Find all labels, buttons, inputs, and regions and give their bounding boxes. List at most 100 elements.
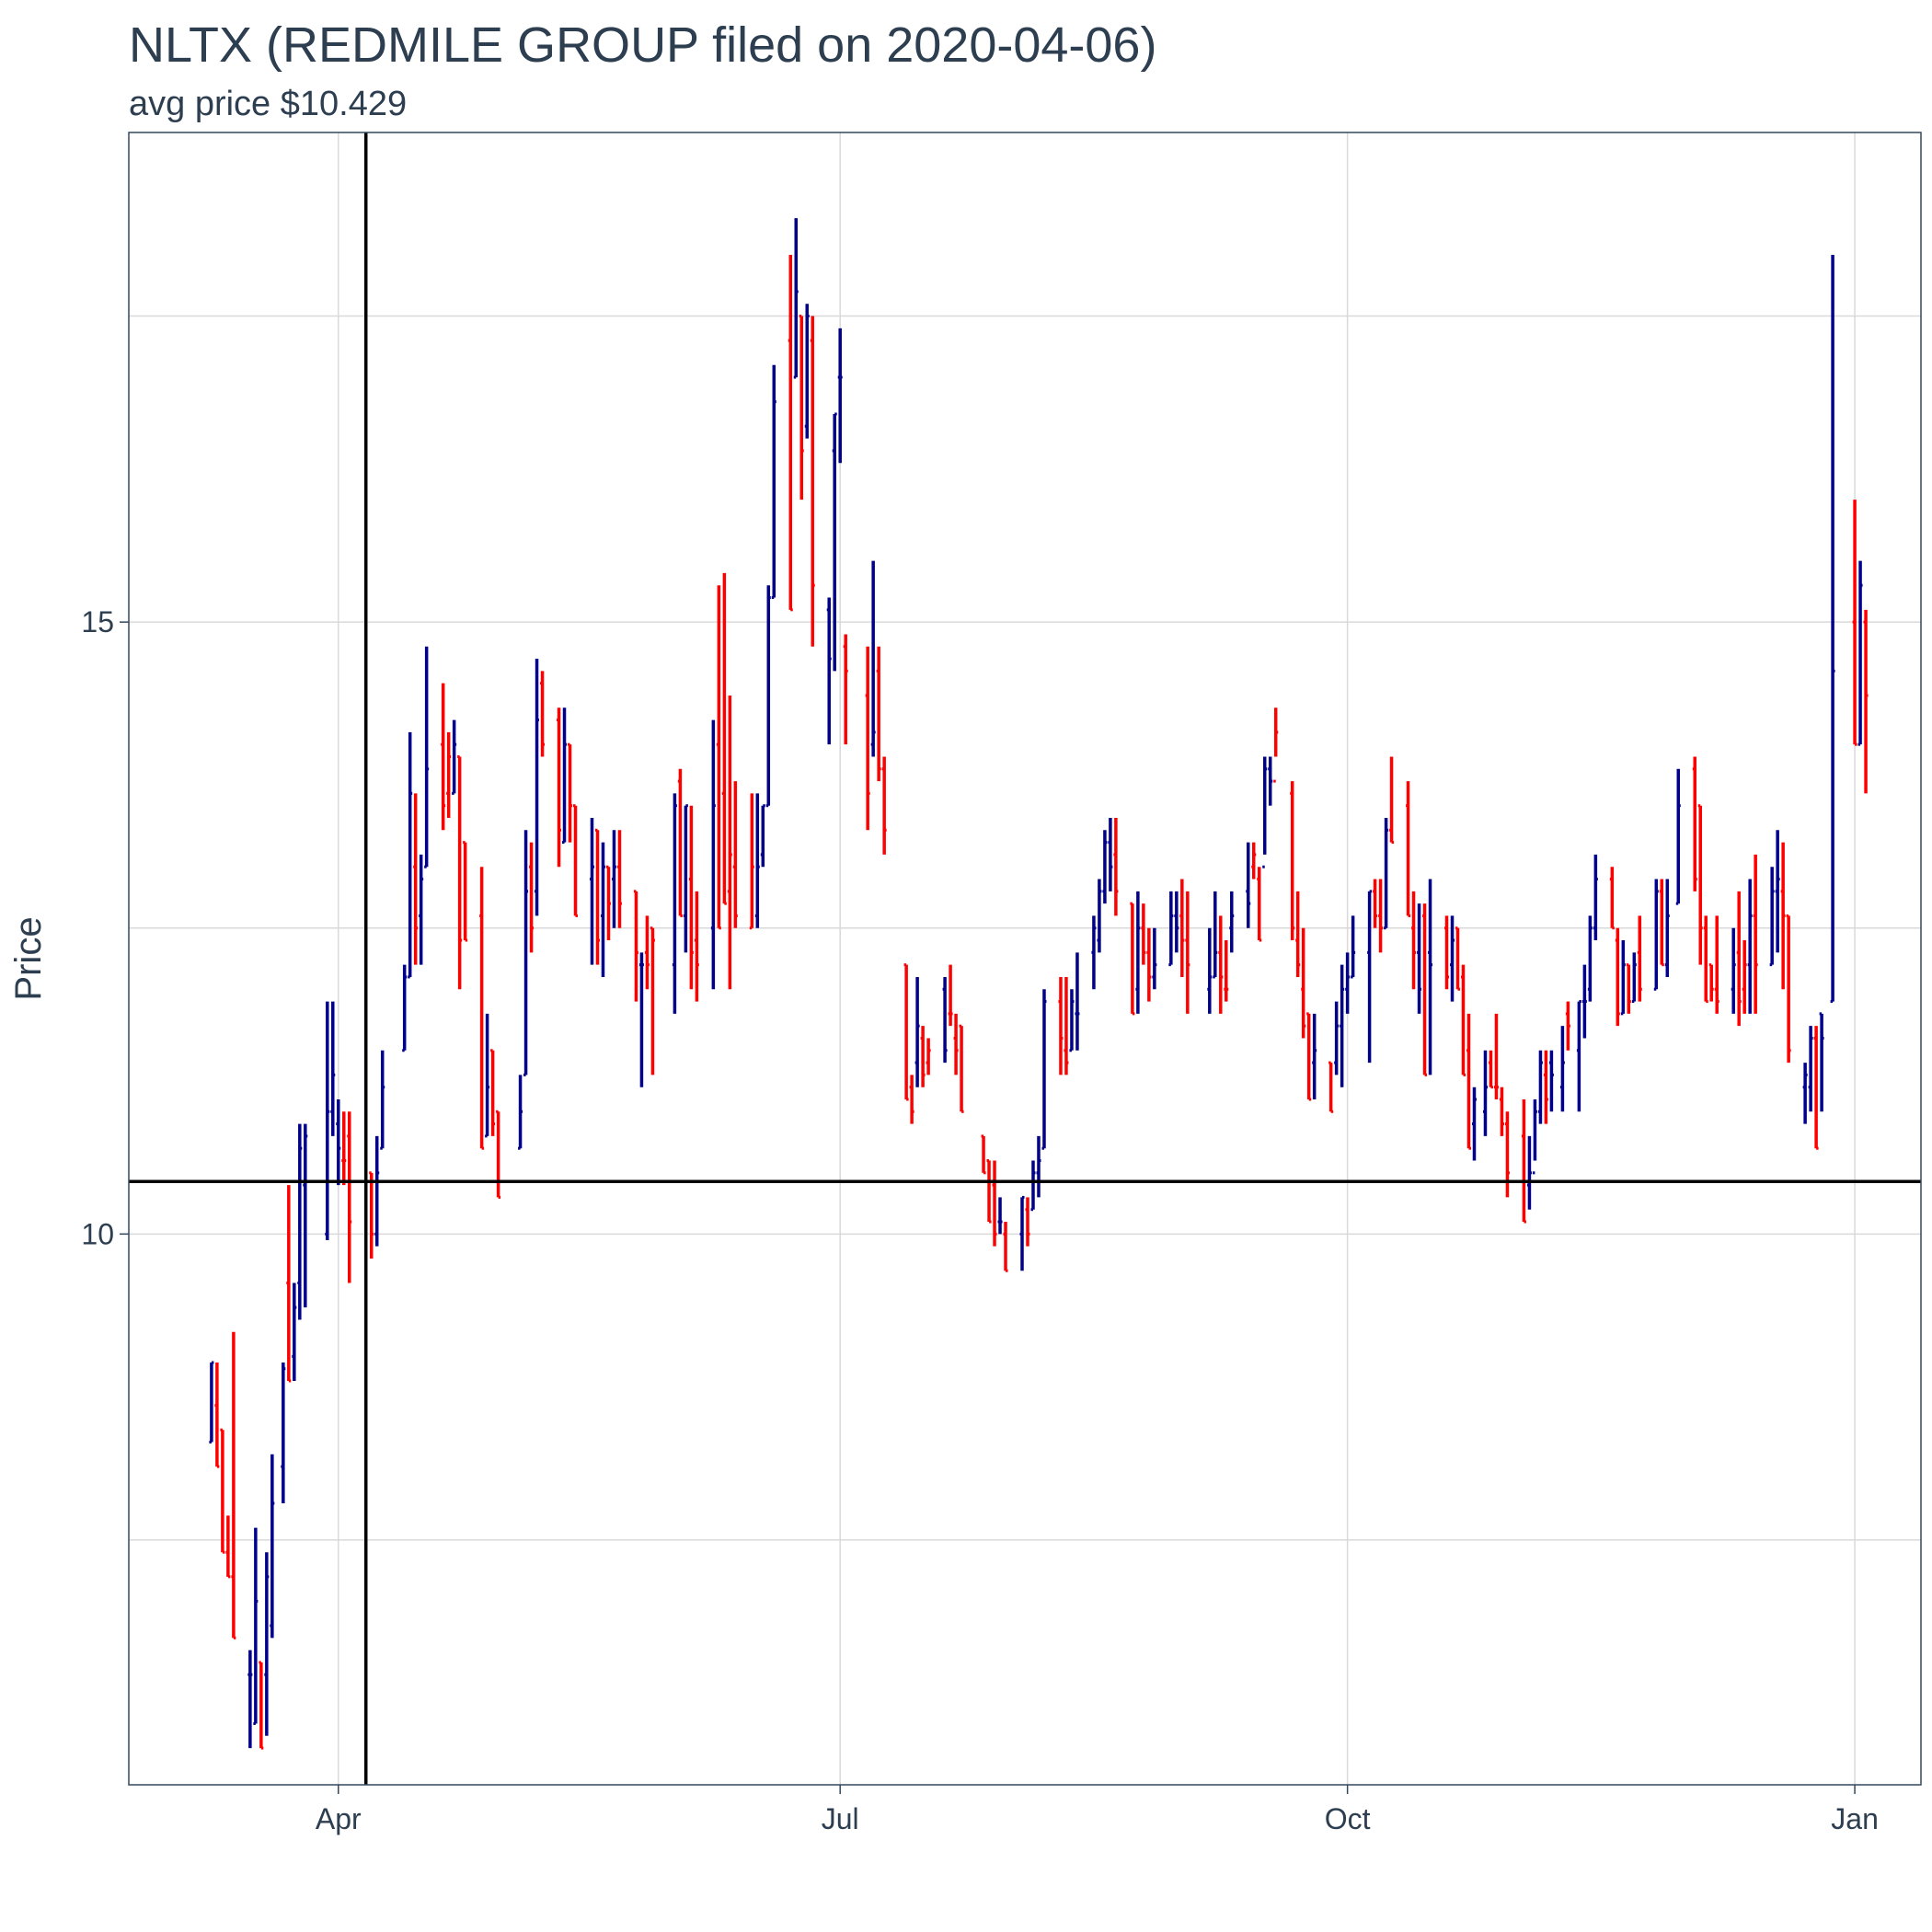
ohlc-bar — [1664, 879, 1670, 977]
ohlc-bar — [727, 695, 732, 990]
ohlc-bar — [1808, 1026, 1813, 1112]
ohlc-bar — [732, 781, 738, 928]
ohlc-bar — [1113, 818, 1119, 916]
ohlc-bar — [1262, 756, 1268, 868]
ohlc-bar — [1813, 1026, 1819, 1150]
ohlc-bar — [1306, 1012, 1312, 1101]
ohlc-bar — [876, 646, 881, 782]
ohlc-bar — [297, 1123, 303, 1320]
ohlc-bar — [562, 707, 568, 845]
ohlc-bar — [650, 926, 655, 1075]
ohlc-bar — [380, 1050, 385, 1150]
ohlc-bar — [633, 890, 638, 1002]
ohlc-bar — [1504, 1111, 1510, 1198]
ohlc-bar — [1786, 914, 1791, 1064]
ohlc-bar — [1075, 952, 1080, 1051]
x-tick-label: Apr — [316, 1802, 362, 1835]
ohlc-bar — [843, 634, 848, 745]
ohlc-bar — [1637, 915, 1642, 1002]
ohlc-bar — [1653, 879, 1659, 991]
ohlc-bar — [292, 1282, 297, 1381]
ohlc-bar — [986, 1159, 992, 1224]
ohlc-bar — [1036, 1135, 1041, 1198]
ohlc-bar — [540, 671, 546, 757]
ohlc-bar — [1041, 989, 1047, 1150]
ohlc-bar — [1697, 804, 1703, 965]
ohlc-bar — [457, 754, 463, 990]
ohlc-bar — [810, 316, 815, 647]
ohlc-bar — [374, 1135, 380, 1247]
ohlc-bar — [920, 1026, 926, 1087]
ohlc-bar — [716, 585, 721, 930]
ohlc-bar — [903, 963, 909, 1101]
ohlc-bar — [568, 742, 573, 843]
ohlc-bar — [589, 818, 594, 965]
plot-frame — [128, 132, 1922, 1786]
ohlc-bar — [1428, 879, 1433, 1075]
ohlc-bar — [981, 1134, 986, 1175]
x-axis-ticks: Apr Jul Oct Jan — [316, 1785, 1879, 1835]
ohlc-bar — [347, 1111, 352, 1283]
ohlc-bar — [881, 756, 887, 855]
ohlc-bar — [1312, 1013, 1317, 1099]
ohlc-bar — [523, 830, 529, 1076]
ohlc-bar — [1461, 964, 1466, 1076]
ohlc-bar — [1444, 915, 1450, 990]
ohlc-bar — [1030, 1160, 1036, 1212]
grid-lines — [129, 132, 1921, 1785]
ohlc-bar — [1168, 891, 1174, 967]
ohlc-bar — [1576, 1000, 1581, 1112]
ohlc-bar — [638, 952, 644, 1087]
ohlc-bar — [225, 1515, 231, 1579]
ohlc-bar — [1775, 830, 1780, 953]
ohlc-bar — [600, 842, 605, 977]
ohlc-bar — [1251, 842, 1257, 880]
ohlc-bar — [446, 731, 452, 819]
ohlc-bar — [1224, 940, 1229, 1002]
ohlc-bar — [1389, 756, 1395, 845]
y-axis-title: Price — [8, 916, 49, 1000]
ohlc-bar — [1548, 1050, 1554, 1112]
ohlc-bar — [870, 560, 876, 757]
chart-title: NLTX (REDMILE GROUP filed on 2020-04-06) — [129, 17, 1157, 73]
ohlc-bar — [1091, 915, 1097, 990]
ohlc-bar — [247, 1650, 253, 1749]
ohlc-bar — [721, 572, 727, 905]
y-tick-label: 15 — [81, 605, 114, 638]
ohlc-bar — [1351, 915, 1356, 979]
ohlc-bar — [496, 1110, 501, 1199]
ohlc-bar — [1471, 1087, 1477, 1161]
ohlc-bar — [1708, 963, 1714, 1002]
ohlc-bar — [605, 865, 611, 941]
ohlc-bar — [325, 1001, 330, 1240]
ohlc-bar — [710, 719, 716, 990]
ohlc-bar — [1378, 879, 1384, 953]
ohlc-bar — [408, 731, 413, 979]
ohlc-bar — [1493, 1013, 1499, 1099]
ohlc-bar — [1340, 964, 1345, 1087]
ohlc-bar — [760, 804, 765, 868]
ohlc-bar — [865, 646, 870, 831]
ohlc-bar — [1345, 952, 1351, 1014]
ohlc-bar — [1185, 891, 1190, 1014]
ohlc-bar — [616, 830, 622, 928]
ohlc-bar — [1417, 903, 1422, 1014]
ohlc-bar — [573, 804, 579, 917]
ohlc-bar — [1466, 1013, 1472, 1150]
ohlc-bar — [948, 964, 953, 1027]
ohlc-bar — [1692, 756, 1697, 891]
ohlc-bar — [909, 1075, 914, 1124]
ohlc-bar — [1290, 781, 1295, 941]
ohlc-bar — [1731, 927, 1736, 1014]
ohlc-bar — [259, 1661, 264, 1750]
ohlc-bar — [424, 646, 430, 868]
ohlc-bar — [1587, 915, 1593, 1002]
ohlc-bar — [1565, 1001, 1570, 1051]
ohlc-bar — [264, 1552, 270, 1736]
ohlc-bar — [953, 1013, 959, 1075]
ohlc-bar — [832, 412, 837, 672]
ohlc-bar — [1526, 1135, 1532, 1210]
ohlc-bar — [804, 304, 810, 439]
ohlc-bar — [1064, 976, 1069, 1075]
